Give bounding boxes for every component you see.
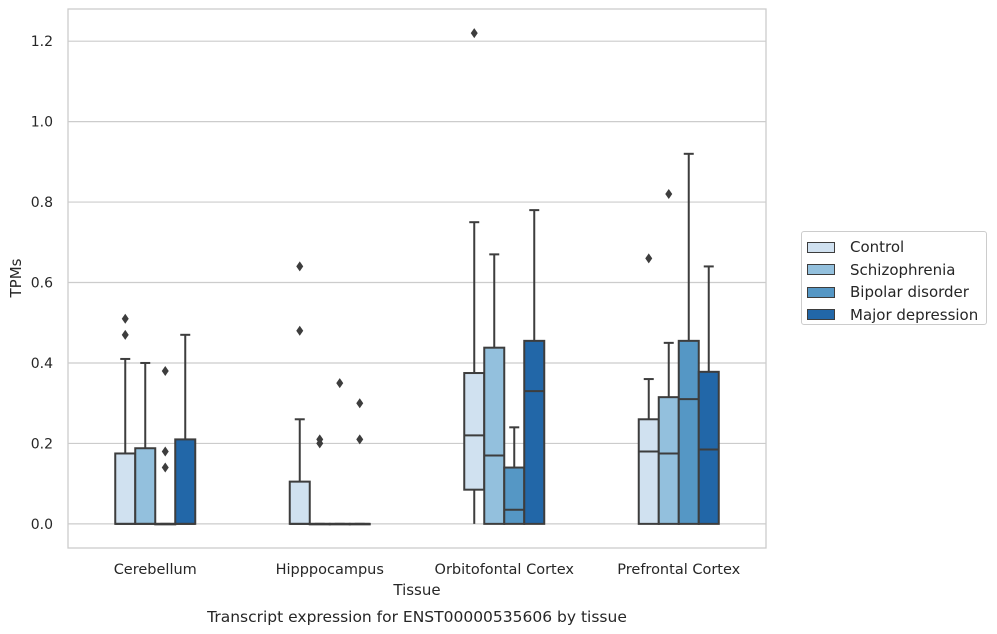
x-tick-label: Orbitofontal Cortex [435, 562, 575, 578]
outlier-point [121, 313, 129, 324]
box-schizophrenia-2 [483, 253, 506, 525]
box-control-3 [637, 253, 660, 525]
outlier-point [296, 325, 304, 336]
outlier-point [356, 398, 364, 409]
legend-label: Bipolar disorder [850, 283, 969, 302]
outlier-point [316, 434, 324, 445]
box-control-0 [114, 313, 137, 525]
legend-label: Major depression [850, 305, 979, 324]
box-schizophrenia-3 [657, 189, 680, 525]
box-body [174, 438, 197, 525]
outlier-point [470, 28, 478, 39]
box-body [523, 339, 546, 525]
box-major-depression-2 [523, 209, 546, 525]
legend-swatch [807, 264, 835, 276]
box-body [463, 372, 486, 491]
x-tick-label: Hipppocampus [276, 562, 384, 578]
box-body [503, 466, 526, 525]
outlier-point [161, 366, 169, 377]
box-schizophrenia-0 [134, 361, 157, 525]
y-tick-label: 0.4 [31, 356, 53, 372]
outlier-point [645, 253, 653, 264]
legend-item-control: Control [807, 236, 986, 259]
box-body [697, 370, 720, 525]
box-body [637, 418, 660, 525]
box-control-1 [288, 261, 311, 525]
box-layer [114, 28, 720, 526]
legend: Control Schizophrenia Bipolar disorder M… [801, 231, 987, 325]
outlier-point [296, 261, 304, 272]
box-body [288, 480, 311, 525]
y-tick-label: 0.2 [31, 436, 53, 452]
box-schizophrenia-1 [308, 434, 331, 526]
box-bipolar-disorder-3 [677, 152, 700, 525]
y-tick-labels: 0.0 0.2 0.4 0.6 0.8 1.0 1.2 [31, 34, 53, 533]
box-body [114, 452, 137, 525]
box-body [657, 396, 680, 525]
outlier-point [161, 462, 169, 473]
chart-caption: Transcript expression for ENST0000053560… [206, 608, 627, 626]
y-axis-label: TPMs [7, 258, 25, 298]
outlier-point [161, 446, 169, 457]
legend-swatch [807, 286, 835, 298]
x-tick-label: Cerebellum [114, 562, 197, 578]
plot-frame [67, 8, 767, 549]
box-body [483, 346, 506, 525]
x-tick-label: Prefrontal Cortex [617, 562, 740, 578]
box-bipolar-disorder-2 [503, 426, 526, 525]
box-major-depression-3 [697, 265, 720, 525]
box-major-depression-0 [174, 333, 197, 525]
y-tick-label: 1.0 [31, 115, 53, 131]
box-body [134, 447, 157, 525]
outlier-point [121, 329, 129, 340]
legend-label: Control [850, 238, 905, 257]
legend-item-schizophrenia: Schizophrenia [807, 259, 986, 282]
box-bipolar-disorder-0 [154, 366, 177, 526]
legend-label: Schizophrenia [850, 260, 956, 279]
y-tick-label: 0.6 [31, 276, 53, 292]
outlier-point [336, 378, 344, 389]
outlier-point [356, 434, 364, 445]
box-major-depression-1 [348, 398, 371, 526]
box-body [677, 339, 700, 525]
x-tick-labels: Cerebellum Hipppocampus Orbitofontal Corte… [114, 562, 741, 578]
box-bipolar-disorder-1 [328, 378, 351, 526]
legend-item-bipolar-disorder: Bipolar disorder [807, 281, 986, 304]
box-control-2 [463, 28, 486, 524]
x-axis-label: Tissue [392, 581, 440, 599]
y-tick-label: 0.8 [31, 195, 53, 211]
y-tick-label: 1.2 [31, 34, 53, 50]
legend-swatch [807, 309, 835, 321]
outlier-point [665, 189, 673, 200]
legend-swatch [807, 241, 835, 253]
y-tick-label: 0.0 [31, 517, 53, 533]
legend-item-major-depression: Major depression [807, 304, 986, 327]
